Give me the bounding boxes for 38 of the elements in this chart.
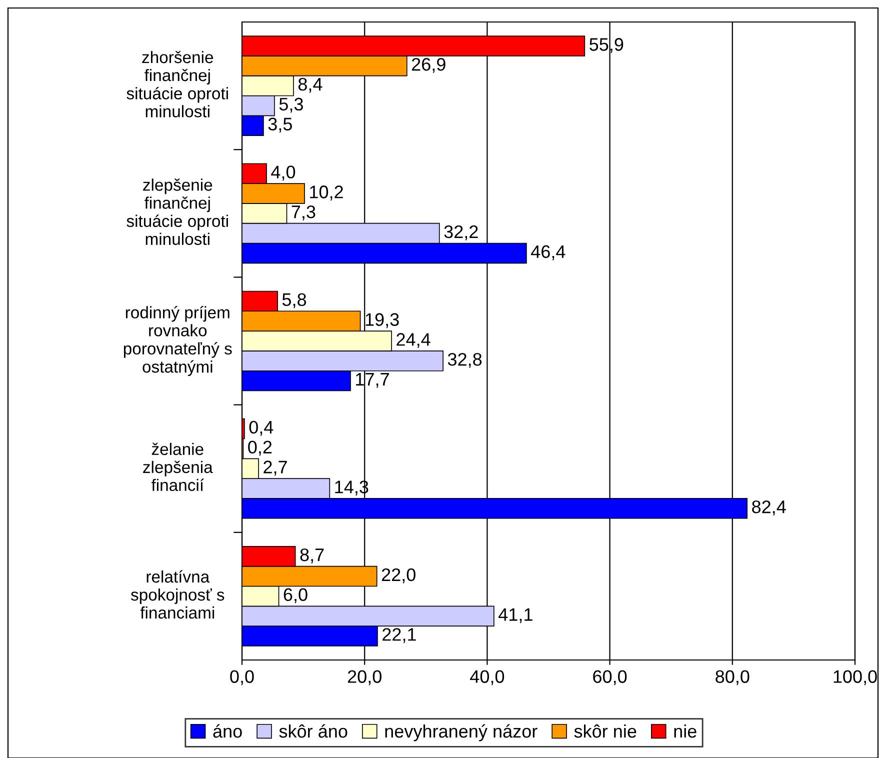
legend-label: skôr áno [279, 724, 348, 738]
y-tick-label: rodinný príjem rovnako porovnateľný s ostatnými [124, 306, 232, 376]
data-label: 5,3 [279, 98, 303, 113]
data-label: 8,4 [298, 78, 322, 93]
data-label: 46,4 [531, 245, 566, 260]
data-label: 10,2 [310, 186, 343, 200]
y-tick-label: zlepšenie finančnej situácie oproti minulosti [126, 178, 228, 245]
data-label: 4,0 [271, 166, 296, 181]
data-label: 22,0 [382, 568, 416, 584]
x-tick-label: 80,0 [716, 670, 750, 686]
x-tick-label: 40,0 [470, 670, 504, 686]
data-label: 6,0 [284, 588, 308, 604]
data-label: 0,2 [248, 440, 272, 456]
data-label: 26,9 [412, 58, 446, 73]
data-label: 2,7 [264, 460, 287, 476]
data-label: 8,7 [300, 548, 324, 564]
data-label: 24,4 [396, 333, 430, 348]
data-label: 0,4 [249, 420, 274, 436]
data-label: 5,8 [282, 293, 306, 308]
data-label: 32,8 [448, 352, 482, 368]
data-label: 22,1 [382, 628, 416, 643]
y-tick-label: želanie zlepšenia financií [143, 442, 213, 492]
legend-label: skôr nie [574, 724, 636, 738]
y-tick-label: relatívna spokojnosť s financiami [130, 570, 224, 619]
legend-label: nevyhranený názor [385, 724, 538, 742]
data-label: 32,2 [444, 225, 478, 240]
x-tick-label: 20,0 [348, 670, 382, 686]
x-tick-label: 60,0 [593, 670, 627, 686]
data-label: 82,4 [752, 500, 786, 516]
data-label: 41,1 [498, 608, 532, 624]
x-tick-label: 0,0 [230, 670, 254, 686]
data-label: 19,3 [366, 313, 399, 328]
legend-label: áno [213, 724, 242, 738]
y-tick-label: zhoršenie finančnej situácie oproti minulosti [126, 50, 228, 118]
data-label: 3,5 [268, 118, 292, 133]
data-label: 7,3 [292, 205, 316, 220]
x-tick-label: 100,0 [834, 670, 877, 686]
legend-label: nie [674, 724, 696, 738]
